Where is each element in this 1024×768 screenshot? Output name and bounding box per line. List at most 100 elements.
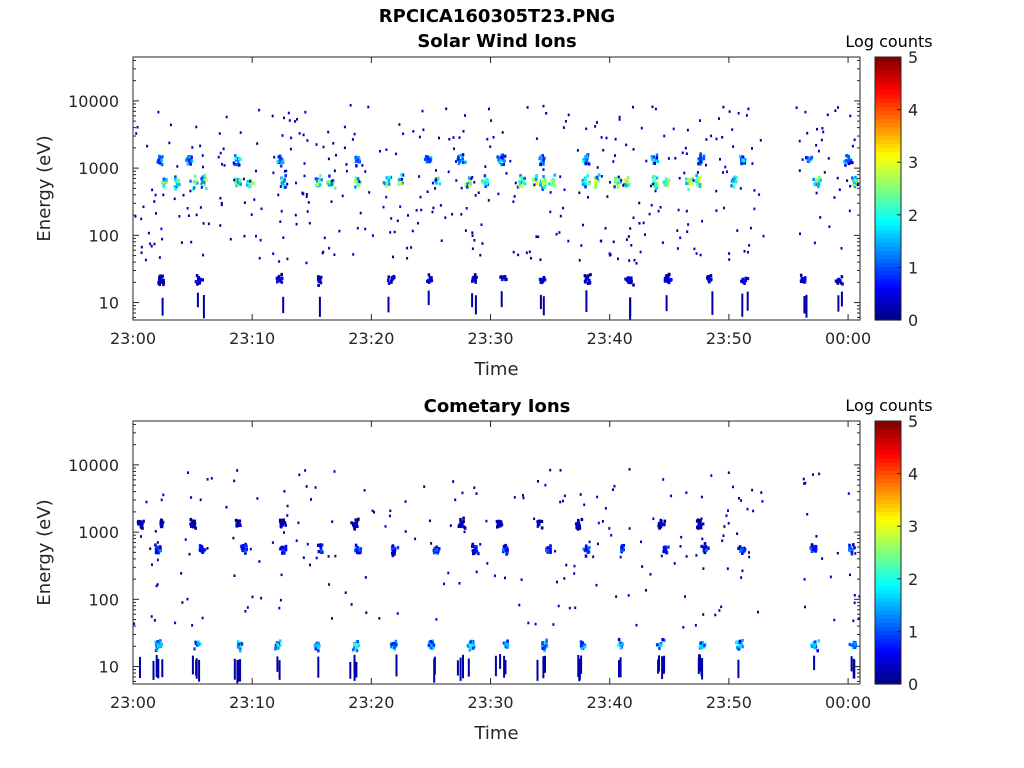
spectrogram-cell (281, 523, 284, 527)
spectrogram-cell (700, 659, 703, 676)
spectrogram-cell (319, 544, 322, 548)
spectrogram-cell (319, 174, 322, 178)
spectrogram-cell (584, 554, 588, 558)
spectrogram-cell (469, 645, 472, 649)
spectrogram-cell (545, 638, 548, 642)
spectrogram-cell (272, 171, 275, 175)
spectrogram-cell (390, 642, 394, 647)
spectrogram-cell (743, 158, 747, 162)
spectrogram-cell (237, 160, 240, 164)
colorbar-segment (875, 593, 901, 599)
colorbar-segment (875, 560, 901, 566)
colorbar-segment (875, 519, 901, 525)
spectrogram-cell (718, 609, 721, 612)
spectrogram-cell (813, 241, 816, 245)
spectrogram-cell (255, 169, 257, 173)
spectrogram-cell (295, 539, 298, 542)
spectrogram-cell (203, 182, 206, 186)
spectrogram-cell (593, 185, 597, 189)
spectrogram-cell (133, 622, 136, 626)
colorbar-segment (875, 93, 901, 99)
spectrogram-cell (356, 177, 360, 181)
spectrogram-cell (542, 183, 545, 187)
spectrogram-cell (635, 262, 638, 265)
spectrogram-cell (367, 105, 370, 109)
spectrogram-cell (401, 173, 405, 177)
spectrogram-cell (533, 183, 536, 186)
spectrogram-cell (851, 144, 854, 148)
spectrogram-cell (563, 577, 566, 580)
spectrogram-cell (180, 572, 183, 575)
spectrogram-cell (198, 278, 202, 282)
spectrogram-cell (584, 162, 588, 166)
spectrogram-cell (534, 177, 538, 181)
spectrogram-cell (836, 176, 839, 180)
spectrogram-cell (714, 613, 717, 617)
spectrogram-cell (280, 280, 284, 284)
spectrogram-cell (703, 545, 706, 549)
spectrogram-cell (499, 520, 503, 524)
spectrogram-cell (719, 158, 721, 161)
spectrogram-cell (833, 196, 836, 199)
spectrogram-cell (700, 517, 703, 520)
spectrogram-cell (733, 177, 736, 181)
spectrogram-cell (277, 278, 281, 282)
x-tick-label: 23:50 (706, 329, 752, 348)
spectrogram-cell (466, 182, 469, 186)
spectrogram-cell (695, 554, 698, 557)
spectrogram-cell (281, 184, 284, 188)
colorbar-segment (875, 515, 901, 521)
spectrogram-cell (219, 224, 222, 227)
x-tick-label: 23:00 (110, 693, 156, 712)
spectrogram-cell (608, 254, 611, 257)
spectrogram-cell (576, 149, 579, 152)
spectrogram-cell (199, 498, 202, 502)
spectrogram-cell (232, 536, 235, 540)
spectrogram-cell (458, 136, 461, 139)
spectrogram-cell (412, 130, 415, 133)
spectrogram-cell (650, 155, 654, 159)
spectrogram-cell (698, 157, 701, 161)
spectrogram-cell (663, 655, 666, 672)
spectrogram-cell (814, 547, 818, 551)
spectrogram-cell (396, 612, 399, 615)
spectrogram-cell (201, 154, 204, 157)
spectrogram-cell (850, 656, 853, 672)
spectrogram-cell (184, 538, 187, 541)
spectrogram-cell (795, 106, 798, 109)
spectrogram-cell (506, 644, 509, 648)
spectrogram-cell (307, 201, 310, 204)
spectrogram-cell (699, 644, 702, 648)
spectrogram-cell (427, 273, 431, 277)
spectrogram-cell (364, 576, 367, 579)
spectrogram-cell (813, 182, 816, 186)
spectrogram-cell (840, 247, 843, 250)
spectrogram-cell (190, 524, 193, 528)
spectrogram-cell (592, 555, 595, 559)
spectrogram-cell (305, 195, 308, 198)
spectrogram-cell (154, 530, 157, 533)
spectrogram-cell (241, 547, 244, 551)
spectrogram-cell (155, 212, 157, 215)
spectrogram-cell (191, 624, 194, 627)
spectrogram-cell (845, 154, 848, 158)
spectrogram-cell (182, 193, 185, 197)
spectrogram-cell (703, 542, 707, 546)
colorbar-segment (875, 507, 901, 513)
spectrogram-cell (629, 297, 632, 320)
colorbar-segment (875, 556, 901, 562)
spectrogram-cell (652, 174, 656, 179)
spectrogram-cell (737, 111, 740, 115)
colorbar-segment (875, 486, 901, 492)
spectrogram-cell (542, 104, 545, 108)
spectrogram-cell (258, 256, 261, 260)
spectrogram-cell (197, 276, 201, 280)
spectrogram-cell (559, 500, 562, 504)
spectrogram-cell (435, 545, 438, 549)
spectrogram-cell (359, 181, 362, 185)
colorbar-label: Log counts (845, 32, 932, 51)
spectrogram-cell (698, 183, 701, 187)
spectrogram-cell (736, 532, 739, 535)
colorbar-segment (875, 77, 901, 83)
spectrogram-cell (708, 280, 711, 284)
